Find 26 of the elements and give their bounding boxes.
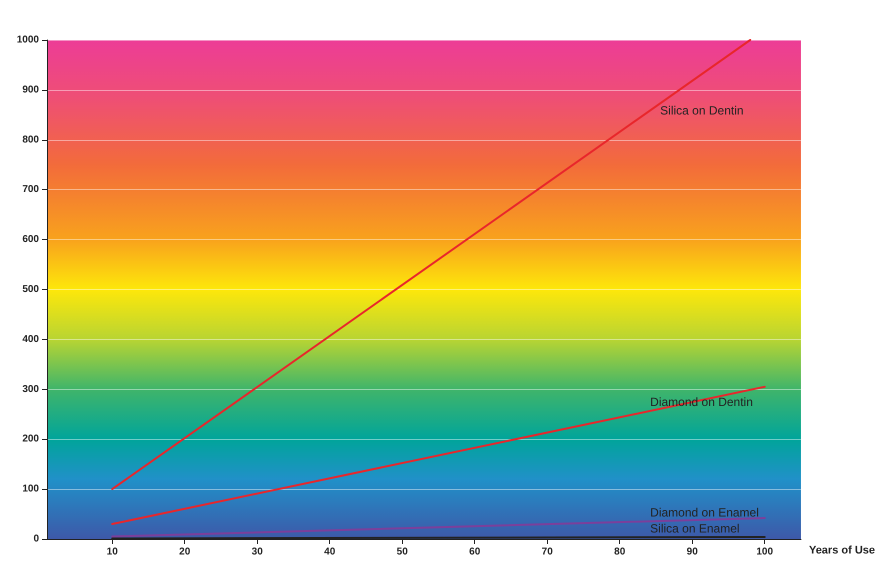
x-tick-label: 40	[324, 546, 336, 558]
series-label: Silica on Dentin	[660, 103, 744, 118]
x-tick-label: 70	[542, 546, 554, 558]
series-label: Diamond on Enamel	[650, 505, 759, 520]
series-label: Diamond on Dentin	[650, 394, 753, 409]
y-tick-label: 0	[33, 534, 40, 544]
x-tick-label: 10	[106, 546, 118, 558]
x-tick-label: 50	[396, 546, 408, 558]
x-axis-title: Years of Use	[808, 544, 876, 556]
x-tick-label: 60	[469, 546, 481, 558]
x-tick-label: 20	[179, 546, 191, 558]
y-tick-label: 1000	[16, 34, 40, 46]
y-tick-label: 500	[22, 284, 40, 295]
y-tick-label: 200	[22, 434, 40, 445]
x-tick-label: 90	[686, 546, 698, 558]
y-tick-label: 900	[22, 84, 40, 96]
y-tick-label: 800	[22, 134, 40, 146]
y-tick-label: 600	[22, 234, 40, 246]
y-tick-label: 700	[22, 184, 40, 196]
y-tick-label: 100	[22, 484, 40, 495]
series-label: Silica on Enamel	[650, 521, 740, 536]
x-tick-label: 30	[252, 546, 264, 558]
x-tick-label: 80	[614, 546, 626, 558]
x-tick-label: 100	[756, 546, 774, 558]
y-tick-label: 300	[22, 384, 40, 395]
y-tick-label: 400	[22, 334, 40, 345]
